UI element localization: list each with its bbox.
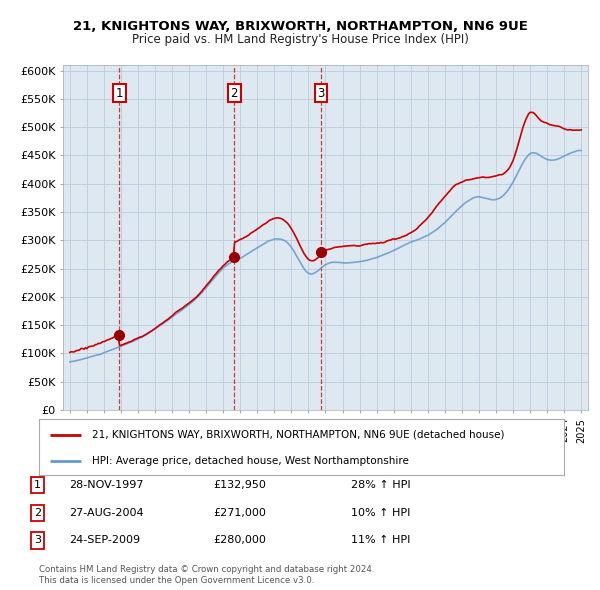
- Text: 1: 1: [34, 480, 41, 490]
- Text: HPI: Average price, detached house, West Northamptonshire: HPI: Average price, detached house, West…: [91, 456, 409, 466]
- Text: Price paid vs. HM Land Registry's House Price Index (HPI): Price paid vs. HM Land Registry's House …: [131, 33, 469, 46]
- Text: £271,000: £271,000: [213, 508, 266, 517]
- Text: 2: 2: [230, 87, 238, 100]
- Text: £132,950: £132,950: [213, 480, 266, 490]
- Text: 28% ↑ HPI: 28% ↑ HPI: [351, 480, 410, 490]
- Text: 11% ↑ HPI: 11% ↑ HPI: [351, 536, 410, 545]
- Text: 3: 3: [34, 536, 41, 545]
- Text: This data is licensed under the Open Government Licence v3.0.: This data is licensed under the Open Gov…: [39, 576, 314, 585]
- Text: 1: 1: [116, 87, 123, 100]
- Text: 21, KNIGHTONS WAY, BRIXWORTH, NORTHAMPTON, NN6 9UE (detached house): 21, KNIGHTONS WAY, BRIXWORTH, NORTHAMPTO…: [91, 430, 504, 440]
- Text: 21, KNIGHTONS WAY, BRIXWORTH, NORTHAMPTON, NN6 9UE: 21, KNIGHTONS WAY, BRIXWORTH, NORTHAMPTO…: [73, 20, 527, 33]
- Text: 28-NOV-1997: 28-NOV-1997: [69, 480, 143, 490]
- Text: 24-SEP-2009: 24-SEP-2009: [69, 536, 140, 545]
- Text: 27-AUG-2004: 27-AUG-2004: [69, 508, 143, 517]
- Text: Contains HM Land Registry data © Crown copyright and database right 2024.: Contains HM Land Registry data © Crown c…: [39, 565, 374, 574]
- Text: 2: 2: [34, 508, 41, 517]
- Text: 3: 3: [317, 87, 325, 100]
- Text: £280,000: £280,000: [213, 536, 266, 545]
- Text: 10% ↑ HPI: 10% ↑ HPI: [351, 508, 410, 517]
